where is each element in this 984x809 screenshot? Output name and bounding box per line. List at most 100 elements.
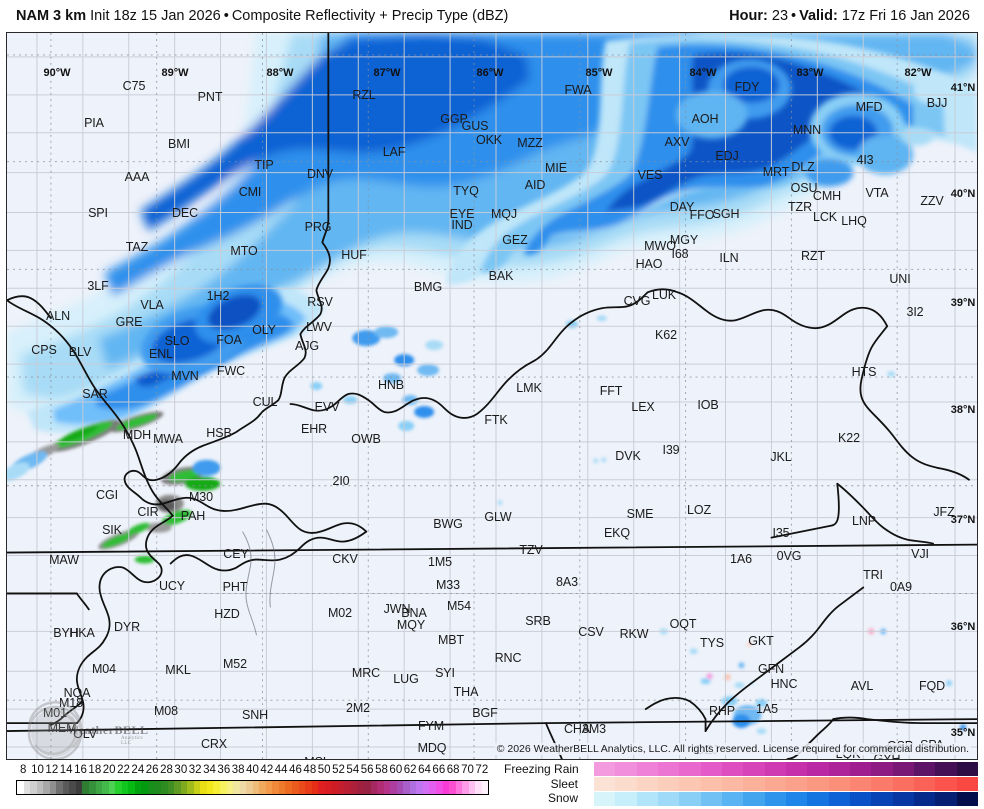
- dbz-tick-36: 36: [217, 764, 231, 776]
- precip-color-swatch: [849, 762, 872, 776]
- precip-color-swatch: [956, 792, 978, 806]
- dbz-color-swatch: [318, 781, 325, 794]
- dbz-color-swatch: [337, 781, 345, 794]
- dbz-color-swatch: [121, 781, 129, 794]
- header-title: NAM 3 km Init 18z 15 Jan 2026 • Composite …: [16, 8, 508, 24]
- dbz-color-swatch: [62, 781, 70, 794]
- dbz-tick-64: 64: [418, 764, 431, 776]
- map-boundaries-layer: [7, 33, 977, 759]
- dbz-color-swatch: [69, 781, 76, 794]
- dbz-color-swatch: [305, 781, 312, 794]
- dbz-tick-70: 70: [461, 764, 474, 776]
- precip-color-swatch: [892, 792, 914, 806]
- dbz-color-swatch: [278, 781, 286, 794]
- grid-label-37n: 37°N: [950, 514, 976, 526]
- dbz-color-swatch: [17, 781, 24, 794]
- dbz-tick-56: 56: [360, 764, 374, 776]
- hour-value: 23: [771, 8, 789, 24]
- precip-bar-sleet: [594, 777, 978, 791]
- grid-label-90w: 90°W: [43, 67, 71, 79]
- dbz-color-swatch: [403, 781, 410, 794]
- precip-color-swatch: [785, 777, 808, 791]
- grid-label-82w: 82°W: [904, 67, 932, 79]
- dbz-color-swatch: [43, 781, 50, 794]
- radar-map[interactable]: C75 PNT PIA BMI TIP AAA CMI SPI DEC TAZ MTO 3LF 1H2 V…: [6, 32, 978, 760]
- precip-color-swatch: [892, 777, 914, 791]
- precip-color-swatch: [913, 792, 936, 806]
- weatherbell-watermark: WeatherBELL Analytics LLC: [21, 701, 148, 759]
- precip-color-swatch: [913, 777, 936, 791]
- precip-color-swatch: [935, 792, 957, 806]
- precip-color-swatch: [679, 792, 701, 806]
- dbz-tick-58: 58: [375, 764, 388, 776]
- precip-color-swatch: [807, 762, 829, 776]
- precip-color-swatch: [956, 762, 978, 776]
- dbz-tick-72: 72: [475, 764, 489, 776]
- dbz-color-swatch: [298, 781, 306, 794]
- precip-color-swatch: [913, 762, 936, 776]
- dbz-color-swatch: [128, 781, 135, 794]
- dbz-tick-46: 46: [289, 764, 302, 776]
- precip-bar-freezing-rain: [594, 762, 978, 776]
- grid-label-layer: 90°W 89°W 88°W 87°W 86°W 85°W 84°W 83°W 82°W 41°N…: [7, 33, 977, 759]
- dbz-color-swatch: [200, 781, 207, 794]
- dbz-tick-32: 32: [188, 764, 202, 776]
- dbz-tick-24: 24: [131, 764, 145, 776]
- dbz-color-swatch: [36, 781, 44, 794]
- dbz-color-swatch: [390, 781, 397, 794]
- dbz-color-swatch: [370, 781, 378, 794]
- dbz-color-swatch: [481, 781, 489, 794]
- dbz-color-swatch: [23, 781, 31, 794]
- dbz-tick-68: 68: [446, 764, 460, 776]
- dbz-color-swatch: [167, 781, 175, 794]
- dbz-color-swatch: [436, 781, 443, 794]
- dbz-color-swatch: [331, 781, 338, 794]
- dbz-tick-44: 44: [274, 764, 288, 776]
- grid-label-83w: 83°W: [796, 67, 824, 79]
- dbz-color-swatch: [285, 781, 292, 794]
- dbz-color-swatch: [272, 781, 279, 794]
- grid-label-88w: 88°W: [266, 67, 294, 79]
- precip-color-swatch: [657, 792, 680, 806]
- dbz-color-swatch: [134, 781, 142, 794]
- dbz-color-swatch: [56, 781, 63, 794]
- dbz-tick-18: 18: [88, 764, 102, 776]
- precip-color-swatch: [679, 777, 701, 791]
- dbz-tick-10: 10: [31, 764, 44, 776]
- precip-color-swatch: [657, 777, 680, 791]
- precip-color-swatch: [785, 762, 808, 776]
- precip-color-swatch: [956, 777, 978, 791]
- dbz-color-swatch: [442, 781, 450, 794]
- precip-color-swatch: [892, 762, 914, 776]
- dbz-color-swatch: [291, 781, 299, 794]
- precip-color-swatch: [615, 792, 637, 806]
- precip-color-swatch: [615, 762, 637, 776]
- radar-reflectivity-layer: [7, 33, 977, 759]
- precip-type-label-sleet: Sleet: [550, 776, 578, 791]
- header-product: Composite Reflectivity + Precip Type (dB…: [231, 8, 509, 24]
- header-valid-info: Hour: 23 • Valid: 17z Fri 16 Jan 2026: [729, 8, 970, 24]
- precip-color-swatch: [871, 792, 893, 806]
- dbz-color-swatch: [89, 781, 96, 794]
- header-init: Init 18z 15 Jan 2026: [90, 8, 221, 24]
- precip-color-swatch: [721, 762, 744, 776]
- header-separator-1: •: [223, 8, 229, 24]
- precip-color-swatch: [764, 762, 786, 776]
- precip-color-swatch: [594, 792, 616, 806]
- valid-value: 17z Fri 16 Jan 2026: [841, 8, 970, 24]
- precip-color-swatch: [721, 792, 744, 806]
- precip-color-swatch: [871, 762, 893, 776]
- dbz-color-swatch: [233, 781, 240, 794]
- dbz-color-swatch: [475, 781, 482, 794]
- watermark-subtext: Analytics LLC: [121, 736, 143, 746]
- dbz-tick-40: 40: [246, 764, 259, 776]
- precip-color-swatch: [871, 777, 893, 791]
- grid-label-35n: 35°N: [950, 727, 976, 739]
- dbz-color-swatch: [383, 781, 391, 794]
- watermark-swirl-icon: [27, 701, 83, 759]
- precip-color-swatch: [594, 762, 616, 776]
- dbz-color-swatch: [213, 781, 220, 794]
- precip-type-colorbars: [594, 762, 978, 806]
- dbz-color-swatch: [30, 781, 37, 794]
